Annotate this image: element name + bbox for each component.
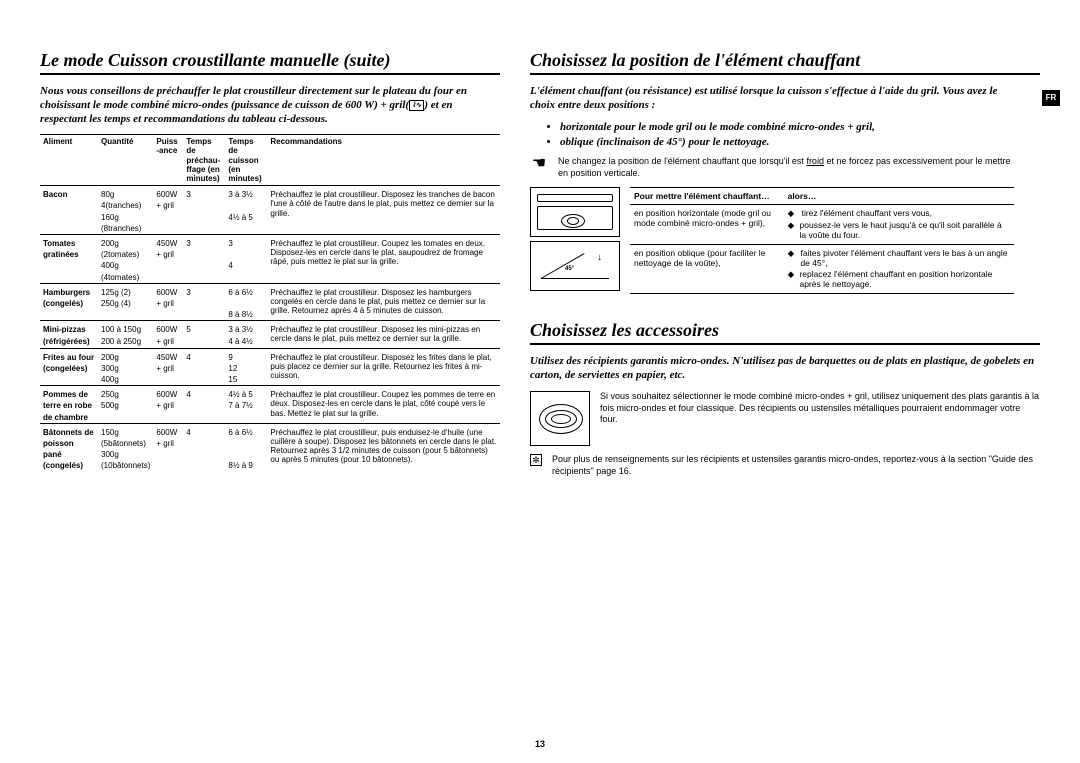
info-icon: ✼ — [530, 454, 542, 466]
pos-th1: alors… — [784, 188, 1014, 205]
hand-icon: ☚ — [530, 156, 548, 172]
sec1-b2: oblique (inclinaison de 45°) pour le net… — [560, 136, 1014, 150]
pos-r0a: en position horizontale (mode gril ou mo… — [630, 205, 784, 245]
th-power: Puiss-ance — [153, 135, 183, 186]
left-title: Le mode Cuisson croustillante manuelle (… — [40, 50, 500, 75]
th-pre: Tempsdepréchau-ffage (enminutes) — [183, 135, 225, 186]
page: Le mode Cuisson croustillante manuelle (… — [40, 50, 1040, 485]
pos-r1a: en position oblique (pour faciliter le n… — [630, 245, 784, 294]
food-table: Aliment Quantité Puiss-ance Tempsdepréch… — [40, 134, 500, 471]
sec2-intro: Utilisez des récipients garantis micro-o… — [530, 355, 1040, 383]
left-column: Le mode Cuisson croustillante manuelle (… — [40, 50, 500, 485]
sec1-b1: horizontale pour le mode gril ou le mode… — [560, 121, 1014, 135]
position-illustration: 45° ↓ — [530, 187, 620, 294]
sec2-title: Choisissez les accessoires — [530, 320, 1040, 345]
pos-r1b: ◆faites pivoter l'élément chauffant vers… — [784, 245, 1014, 294]
sec1-title: Choisissez la position de l'élément chau… — [530, 50, 1040, 75]
sec2-note: ✼ Pour plus de renseignements sur les ré… — [530, 454, 1040, 477]
page-number: 13 — [0, 739, 1080, 749]
pos-r0b: ◆tirez l'élément chauffant vers vous, ◆p… — [784, 205, 1014, 245]
illus-oblique: 45° ↓ — [530, 241, 620, 291]
th-aliment: Aliment — [40, 135, 98, 186]
illus-horizontal — [530, 187, 620, 237]
th-rec: Recommandations — [267, 135, 500, 186]
position-table: Pour mettre l'élément chauffant… alors… … — [630, 187, 1014, 294]
combi-icon: ⌇∿ — [409, 100, 424, 111]
right-column: Choisissez la position de l'élément chau… — [530, 50, 1040, 485]
sec1-intro: L'élément chauffant (ou résistance) est … — [530, 85, 1014, 113]
th-qty: Quantité — [98, 135, 153, 186]
sec2-body: Si vous souhaitez sélectionner le mode c… — [600, 391, 1040, 446]
pos-th0: Pour mettre l'élément chauffant… — [630, 188, 784, 205]
plate-icon — [530, 391, 590, 446]
th-cook: Tempsdecuisson(enminutes) — [225, 135, 267, 186]
left-intro: Nous vous conseillons de préchauffer le … — [40, 85, 500, 126]
sec1-warning: ☚ Ne changez la position de l'élément ch… — [530, 156, 1014, 179]
lang-tab: FR — [1042, 90, 1060, 106]
